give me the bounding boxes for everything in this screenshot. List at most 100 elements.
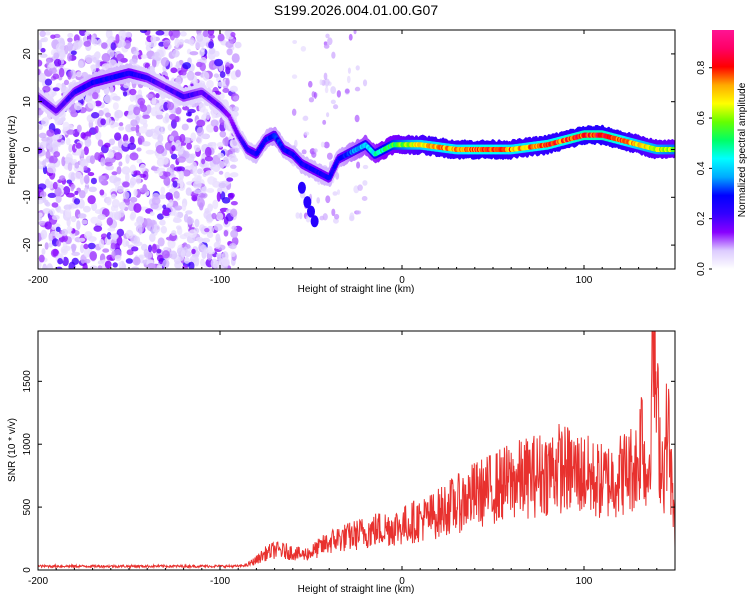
heatmap-noise-cell — [121, 166, 131, 175]
heatmap-noise-cell — [232, 95, 239, 101]
heatmap-noise-cell — [103, 94, 113, 104]
heatmap-noise-cell — [59, 209, 64, 214]
heatmap-noise-cell — [208, 41, 215, 49]
heatmap-noise-cell — [324, 86, 329, 94]
heatmap-noise-cell — [158, 171, 164, 177]
heatmap-noise-cell — [170, 67, 178, 74]
heatmap-noise-cell — [330, 99, 336, 105]
heatmap-branch-cell — [310, 215, 319, 228]
heatmap-noise-cell — [202, 30, 209, 38]
snr-x-tick-label: -100 — [210, 576, 230, 587]
heatmap-noise-cell — [89, 155, 96, 165]
heatmap-noise-cell — [199, 62, 206, 72]
heatmap-noise-cell — [204, 155, 214, 162]
colorbar-tick-label: 0.4 — [696, 161, 707, 175]
heatmap-noise-cell — [77, 60, 84, 69]
heatmap-noise-cell — [196, 33, 204, 42]
heatmap-noise-cell — [38, 260, 42, 269]
heatmap-x-tick-label: 0 — [399, 275, 405, 286]
heatmap-noise-cell — [145, 44, 152, 52]
heatmap-noise-cell — [63, 204, 72, 211]
heatmap-noise-cell — [160, 225, 168, 234]
heatmap-noise-cell — [357, 184, 363, 191]
heatmap-noise-cell — [63, 79, 70, 86]
heatmap-noise-cell — [230, 32, 236, 37]
heatmap-noise-cell — [197, 198, 205, 208]
heatmap-noise-cell — [116, 228, 125, 237]
heatmap-noise-cell — [155, 144, 165, 154]
heatmap-noise-cell — [182, 169, 191, 177]
colorbar-label: Normalized spectral amplitude — [737, 82, 748, 217]
heatmap-noise-cell — [42, 36, 48, 43]
heatmap-noise-cell — [73, 198, 81, 205]
heatmap-noise-cell — [151, 196, 161, 206]
heatmap-noise-cell — [104, 161, 113, 167]
heatmap-noise-cell — [151, 97, 157, 106]
heatmap-noise-cell — [104, 260, 112, 269]
heatmap-noise-cell — [160, 57, 170, 67]
snr-x-tick-label: 100 — [576, 576, 593, 587]
heatmap-noise-cell — [164, 112, 170, 123]
snr-line — [38, 331, 675, 570]
heatmap-noise-cell — [163, 176, 171, 187]
heatmap-noise-cell — [168, 30, 173, 37]
heatmap-noise-cell — [111, 199, 120, 208]
heatmap-noise-cell — [84, 31, 91, 37]
heatmap-noise-cell — [38, 72, 46, 83]
heatmap-noise-cell — [38, 254, 45, 263]
heatmap-noise-cell — [90, 177, 97, 185]
heatmap-noise-cell — [186, 217, 194, 225]
heatmap-noise-cell — [185, 112, 192, 117]
heatmap-noise-cell — [55, 42, 65, 53]
heatmap-noise-cell — [232, 106, 240, 112]
heatmap-noise-cell — [61, 234, 68, 242]
heatmap-noise-cell — [89, 265, 98, 269]
heatmap-noise-cell — [229, 243, 237, 250]
heatmap-noise-cell — [336, 90, 341, 98]
heatmap-noise-cell — [70, 50, 77, 56]
heatmap-noise-cell — [203, 247, 209, 255]
heatmap-noise-cell — [332, 191, 338, 196]
heatmap-noise-cell — [132, 256, 141, 266]
heatmap-noise-cell — [331, 51, 336, 59]
heatmap-noise-cell — [68, 144, 73, 153]
heatmap-noise-cell — [61, 228, 68, 237]
heatmap-noise-cell — [78, 237, 86, 242]
heatmap-noise-cell — [162, 209, 170, 216]
heatmap-noise-cell — [53, 52, 60, 59]
heatmap-noise-cell — [356, 161, 361, 169]
heatmap-noise-cell — [135, 124, 140, 134]
heatmap-noise-cell — [70, 215, 77, 223]
heatmap-noise-cell — [323, 72, 328, 81]
heatmap-noise-cell — [129, 88, 137, 96]
heatmap-noise-cell — [168, 113, 177, 120]
heatmap-noise-cell — [142, 114, 151, 119]
heatmap-noise-cell — [125, 258, 134, 264]
heatmap-noise-cell — [207, 203, 213, 212]
heatmap-noise-cell — [45, 201, 51, 207]
heatmap-noise-cell — [212, 154, 221, 165]
heatmap-noise-cell — [208, 47, 216, 55]
heatmap-noise-cell — [52, 73, 60, 80]
heatmap-noise-cell — [215, 233, 221, 243]
heatmap-noise-cell — [50, 230, 59, 236]
heatmap-noise-cell — [206, 79, 214, 89]
heatmap-noise-cell — [313, 148, 318, 153]
heatmap-noise-cell — [303, 131, 310, 136]
heatmap-noise-cell — [143, 248, 149, 258]
heatmap-noise-cell — [322, 119, 327, 125]
heatmap-noise-cell — [42, 208, 52, 214]
colorbar-tick-label: 0.0 — [696, 262, 707, 276]
heatmap-noise-cell — [194, 71, 202, 76]
heatmap-cells — [38, 30, 675, 269]
heatmap-noise-cell — [51, 214, 60, 221]
heatmap-noise-cell — [104, 112, 111, 118]
heatmap-noise-cell — [48, 181, 54, 190]
heatmap-noise-cell — [45, 150, 51, 159]
heatmap-noise-cell — [140, 104, 148, 113]
heatmap-noise-cell — [230, 164, 237, 169]
heatmap-noise-cell — [97, 38, 103, 46]
heatmap-noise-cell — [221, 257, 230, 267]
heatmap-noise-cell — [175, 61, 180, 69]
